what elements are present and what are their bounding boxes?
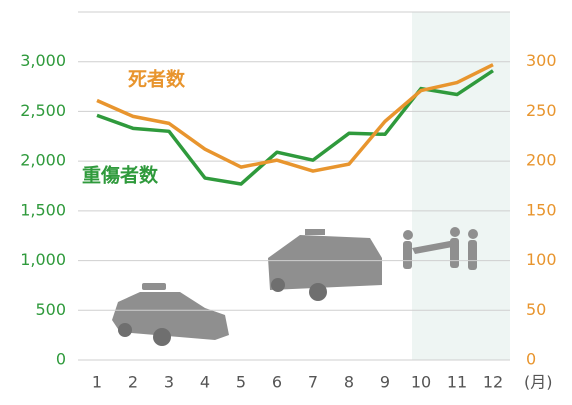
x-axis-label: (月) [524,373,553,392]
y-tick-label: 1,500 [20,200,66,219]
x-tick-label: 5 [236,373,246,392]
y2-tick-label: 0 [526,350,536,369]
y2-tick-label: 150 [526,200,557,219]
x-tick-label: 1 [92,373,102,392]
x-tick-label: 3 [164,373,174,392]
chart: (月) 0 500 1,000 1,500 2,000 2,500 3,000 0 50 100 1… [0,0,572,405]
x-tick-label: 8 [344,373,354,392]
y-tick-label: 2,000 [20,151,66,170]
highlight-region [412,12,510,360]
y2-tick-label: 250 [526,101,557,120]
x-tick-label: 7 [308,373,318,392]
y2-tick-label: 100 [526,250,557,269]
x-tick-label: 11 [447,373,467,392]
x-tick-label: 10 [411,373,431,392]
ambulance-icon [268,229,382,301]
series-label: 重傷者数 [82,164,159,187]
x-tick-label: 6 [272,373,282,392]
x-tick-label: 4 [200,373,210,392]
y-tick-label: 2,500 [20,101,66,120]
y-tick-label: 1,000 [20,250,66,269]
y-tick-label: 3,000 [20,51,66,70]
x-tick-label: 12 [483,373,503,392]
y-tick-label: 500 [35,300,66,319]
series-label: 死者数 [128,68,186,91]
y2-tick-label: 50 [526,300,546,319]
x-tick-label: 2 [128,373,138,392]
y-tick-label: 0 [56,350,66,369]
y2-tick-label: 300 [526,51,557,70]
x-tick-label: 9 [380,373,390,392]
y2-tick-label: 200 [526,151,557,170]
police-car-icon [112,283,229,346]
